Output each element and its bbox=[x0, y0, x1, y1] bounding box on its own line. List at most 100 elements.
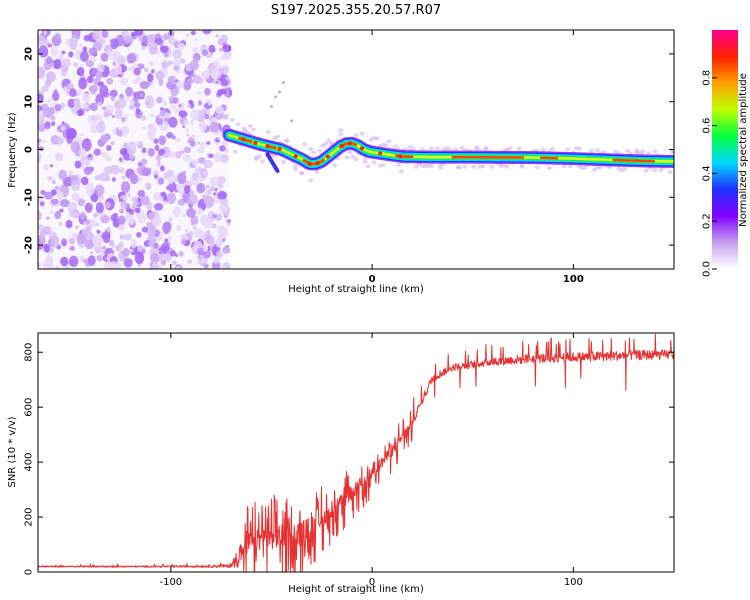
noise-blob bbox=[160, 260, 167, 266]
noise-blob bbox=[154, 144, 160, 152]
ridge-peak-dot bbox=[398, 154, 403, 159]
noise-blob bbox=[57, 137, 65, 144]
ridge-peak-dot bbox=[378, 151, 383, 156]
ridge-halo-dot bbox=[643, 168, 649, 173]
noise-blob bbox=[193, 75, 202, 85]
ridge-halo-dot bbox=[549, 147, 555, 152]
noise-blob bbox=[210, 185, 215, 192]
noise-blob bbox=[109, 71, 117, 78]
noise-blob bbox=[178, 42, 185, 50]
noise-blob bbox=[54, 185, 60, 191]
bottom-y-tick-label: 800 bbox=[24, 343, 35, 362]
noise-blob bbox=[184, 185, 191, 194]
noise-blob bbox=[67, 98, 76, 109]
noise-blob bbox=[145, 182, 152, 190]
colorbar-tick-label: 0.8 bbox=[702, 70, 713, 86]
ridge-halo-dot bbox=[284, 139, 290, 144]
noise-blob bbox=[85, 60, 94, 68]
noise-blob bbox=[201, 49, 208, 56]
noise-blob bbox=[60, 256, 69, 267]
noise-blob bbox=[127, 192, 131, 198]
ridge-hot-core bbox=[612, 158, 656, 163]
noise-blob bbox=[155, 154, 162, 162]
noise-blob bbox=[100, 151, 108, 158]
ridge-halo-dot bbox=[347, 150, 353, 155]
noise-blob bbox=[38, 153, 42, 162]
ridge-halo-dot bbox=[323, 141, 329, 146]
noise-blob bbox=[148, 212, 155, 220]
noise-blob bbox=[59, 208, 64, 213]
noise-blob bbox=[220, 88, 227, 95]
noise-blob bbox=[190, 30, 196, 36]
noise-blob bbox=[205, 230, 211, 237]
noise-blob bbox=[140, 158, 148, 165]
noise-blob bbox=[135, 107, 141, 115]
noise-blob bbox=[104, 104, 115, 114]
noise-blob bbox=[65, 219, 73, 229]
noise-blob bbox=[187, 104, 191, 108]
noise-blob bbox=[133, 96, 139, 103]
noise-blob bbox=[114, 64, 123, 75]
ridge-halo-dot bbox=[462, 164, 468, 169]
noise-blob bbox=[194, 38, 198, 42]
ridge-halo-dot bbox=[428, 146, 434, 151]
noise-blob bbox=[172, 97, 179, 104]
noise-blob bbox=[85, 225, 92, 233]
noise-blob bbox=[183, 146, 192, 154]
noise-blob bbox=[103, 165, 114, 175]
noise-blob bbox=[94, 245, 103, 254]
noise-blob bbox=[110, 243, 115, 248]
noise-blob bbox=[110, 95, 116, 102]
noise-blob bbox=[176, 80, 185, 89]
noise-blob bbox=[198, 121, 208, 132]
top-y-tick-label: 20 bbox=[24, 47, 35, 61]
noise-blob bbox=[110, 141, 115, 146]
noise-blob bbox=[47, 107, 55, 116]
noise-blob bbox=[158, 78, 164, 86]
noise-blob bbox=[142, 125, 147, 130]
noise-blob bbox=[189, 59, 200, 71]
noise-blob bbox=[209, 121, 220, 133]
noise-blob bbox=[50, 198, 59, 205]
noise-blob bbox=[204, 113, 210, 120]
noise-blob bbox=[42, 139, 47, 143]
noise-blob bbox=[119, 234, 124, 240]
noise-blob bbox=[172, 48, 182, 60]
ridge-halo-dot bbox=[317, 148, 323, 153]
ridge-halo-dot bbox=[483, 146, 489, 151]
noise-blob bbox=[63, 85, 68, 92]
noise-blob bbox=[202, 30, 212, 35]
noise-blob bbox=[148, 81, 154, 86]
noise-blob bbox=[61, 71, 67, 77]
noise-blob bbox=[215, 105, 224, 115]
noise-blob bbox=[143, 67, 149, 73]
noise-blob bbox=[130, 31, 136, 37]
ridge-halo-dot bbox=[392, 144, 398, 149]
noise-blob bbox=[83, 166, 93, 175]
top-x-tick-label: 0 bbox=[369, 274, 376, 285]
noise-blob bbox=[157, 159, 161, 165]
noise-blob bbox=[226, 218, 231, 224]
noise-blob bbox=[216, 225, 227, 235]
ridge-halo-dot bbox=[359, 131, 365, 136]
ridge-halo-dot bbox=[329, 141, 335, 146]
snr-line-layer bbox=[38, 333, 674, 572]
noise-blob bbox=[122, 247, 130, 257]
noise-blob bbox=[176, 224, 182, 232]
ridge-halo-dot bbox=[667, 169, 673, 174]
noise-blob bbox=[70, 141, 81, 154]
noise-blob bbox=[58, 169, 67, 180]
noise-blob bbox=[76, 109, 84, 117]
noise-blob bbox=[86, 219, 91, 225]
ridge-halo-dot bbox=[507, 146, 513, 151]
noise-blob bbox=[141, 249, 146, 254]
noise-blob bbox=[211, 223, 217, 229]
noise-blob bbox=[153, 191, 161, 201]
noise-blob bbox=[222, 65, 229, 74]
ridge-halo-dot bbox=[564, 147, 570, 152]
noise-blob bbox=[101, 106, 107, 111]
noise-blob bbox=[52, 179, 56, 185]
noise-blob bbox=[162, 153, 167, 158]
noise-blob bbox=[207, 63, 216, 71]
noise-blob bbox=[190, 109, 200, 121]
